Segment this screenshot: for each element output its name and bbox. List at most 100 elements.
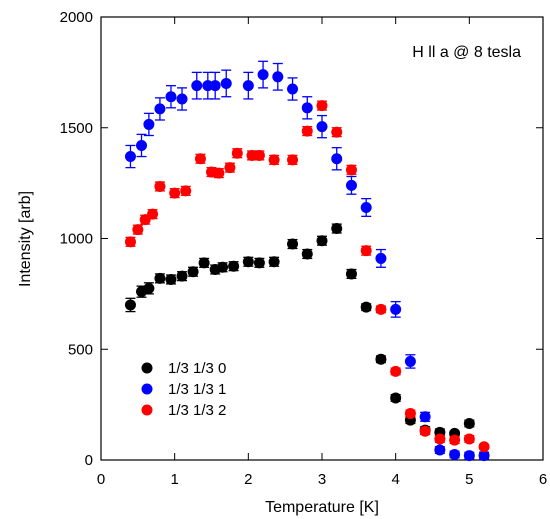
data-point — [268, 256, 280, 268]
series-2 — [124, 100, 490, 453]
data-point — [390, 303, 402, 315]
ticks-layer: 0 1 2 3 4 5 6 0 500 1000 1500 2000 — [60, 9, 548, 488]
data-point — [143, 282, 155, 294]
series-0 — [124, 223, 475, 439]
data-point — [449, 448, 461, 460]
data-point — [463, 450, 475, 462]
data-point — [231, 147, 243, 159]
data-point — [404, 355, 416, 367]
legend: 1/3 1/3 0 1/3 1/3 1 1/3 1/3 2 — [141, 360, 226, 419]
data-point — [316, 121, 328, 133]
legend-marker — [141, 383, 153, 395]
x-tick-label: 4 — [391, 471, 399, 488]
data-point — [268, 154, 280, 166]
legend-label: 1/3 1/3 2 — [168, 402, 226, 419]
data-point — [287, 154, 299, 166]
data-point — [169, 187, 181, 199]
data-point — [242, 80, 254, 92]
data-point — [478, 450, 490, 462]
data-point — [165, 273, 177, 285]
data-point — [404, 407, 416, 419]
data-point — [124, 236, 136, 248]
y-axis-label: Intensity [arb] — [17, 191, 34, 287]
data-point — [316, 235, 328, 247]
data-point — [176, 93, 188, 105]
data-point — [224, 162, 236, 174]
data-point — [316, 100, 328, 112]
data-point — [272, 71, 284, 83]
data-point — [217, 261, 229, 273]
data-point — [434, 444, 446, 456]
y-tick-label: 1000 — [60, 231, 93, 248]
data-point — [390, 392, 402, 404]
data-point — [287, 83, 299, 95]
legend-label: 1/3 1/3 0 — [168, 360, 226, 377]
series-1 — [124, 60, 490, 462]
legend-label: 1/3 1/3 1 — [168, 381, 226, 398]
data-point — [124, 299, 136, 311]
data-point — [242, 256, 254, 268]
data-point — [143, 118, 155, 130]
y-tick-label: 500 — [68, 341, 93, 358]
data-point — [180, 185, 192, 197]
data-point — [165, 91, 177, 103]
y-tick-label: 2000 — [60, 9, 93, 26]
data-point — [253, 257, 265, 269]
data-point — [191, 80, 203, 92]
data-point — [463, 417, 475, 429]
data-point — [331, 223, 343, 235]
data-point — [228, 260, 240, 272]
data-point — [375, 353, 387, 365]
data-point — [375, 252, 387, 264]
data-point — [449, 434, 461, 446]
data-point — [253, 149, 265, 161]
data-point — [345, 179, 357, 191]
data-point — [360, 245, 372, 257]
annotation: H ll a @ 8 tesla — [412, 44, 521, 61]
data-point — [198, 257, 210, 269]
data-point — [176, 270, 188, 282]
data-point — [194, 153, 206, 165]
data-point — [132, 224, 144, 236]
x-tick-label: 2 — [244, 471, 252, 488]
data-point — [287, 238, 299, 250]
data-point — [154, 103, 166, 115]
y-tick-label: 1500 — [60, 120, 93, 137]
x-tick-label: 5 — [465, 471, 473, 488]
data-point — [331, 126, 343, 138]
data-point — [434, 433, 446, 445]
legend-marker — [141, 362, 153, 374]
data-layer — [124, 60, 490, 462]
data-point — [360, 201, 372, 213]
data-point — [154, 272, 166, 284]
data-point — [301, 125, 313, 137]
data-point — [136, 139, 148, 151]
data-point — [213, 167, 225, 179]
data-point — [478, 441, 490, 453]
data-point — [390, 365, 402, 377]
data-point — [154, 180, 166, 192]
data-point — [220, 77, 232, 89]
data-point — [345, 164, 357, 176]
x-tick-label: 0 — [97, 471, 105, 488]
data-point — [463, 433, 475, 445]
data-point — [419, 411, 431, 423]
data-point — [360, 301, 372, 313]
data-point — [209, 80, 221, 92]
x-tick-label: 1 — [170, 471, 178, 488]
data-point — [187, 266, 199, 278]
data-point — [375, 303, 387, 315]
data-point — [345, 268, 357, 280]
data-point — [419, 425, 431, 437]
x-tick-label: 3 — [318, 471, 326, 488]
data-point — [257, 69, 269, 81]
data-point — [301, 102, 313, 114]
x-tick-label: 6 — [539, 471, 547, 488]
y-tick-label: 0 — [85, 452, 93, 469]
data-point — [331, 153, 343, 165]
x-axis-label: Temperature [K] — [265, 499, 379, 516]
data-point — [124, 151, 136, 163]
data-point — [147, 208, 159, 220]
